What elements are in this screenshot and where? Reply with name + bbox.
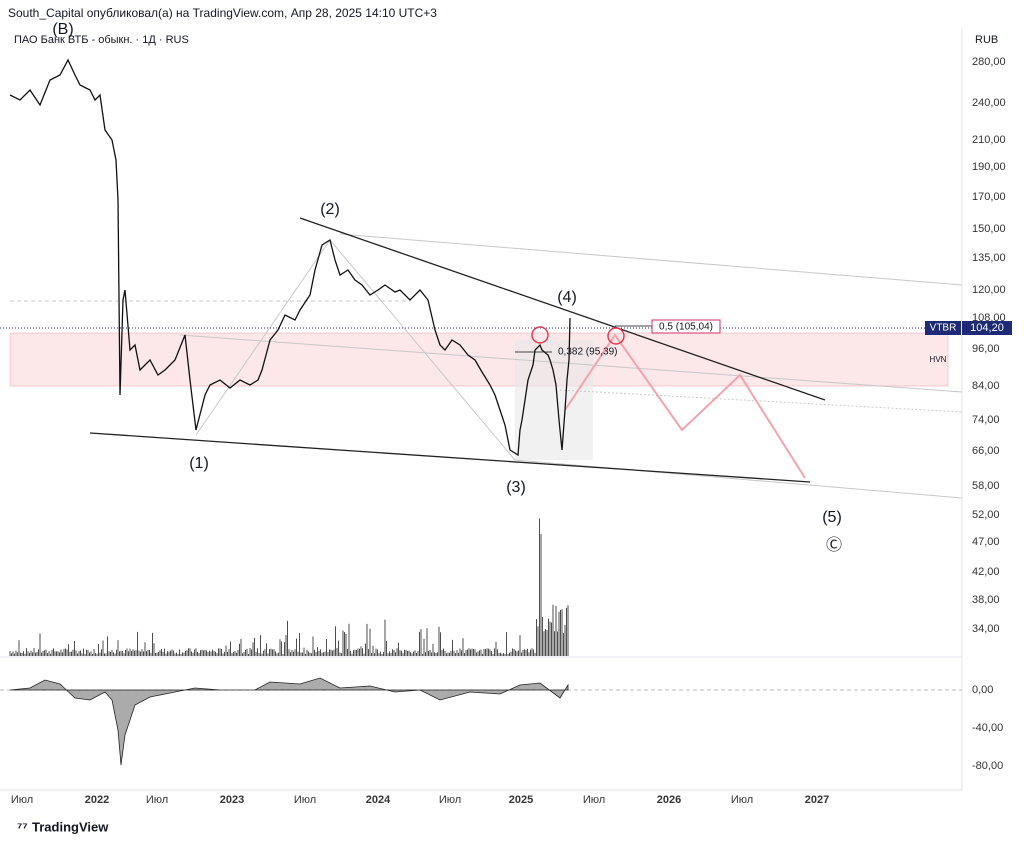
oscillator xyxy=(9,677,569,766)
price-axis-label: 34,00 xyxy=(972,623,1000,635)
price-axis-label: 190,00 xyxy=(972,161,1006,173)
channel-line xyxy=(329,239,516,461)
price-axis-label: 108,00 xyxy=(972,312,1006,324)
time-axis-label: 2022 xyxy=(85,794,109,806)
price-axis-label: 52,00 xyxy=(972,509,1000,521)
channel-line xyxy=(514,459,963,499)
time-axis-label: Июл xyxy=(146,794,168,806)
volume-bars xyxy=(9,518,569,656)
time-axis-label: 2026 xyxy=(657,794,681,806)
symbol-tag xyxy=(925,321,961,335)
price-tag-text: 104,20 xyxy=(970,322,1004,334)
price-line xyxy=(9,58,571,457)
oscillator-axis-label: -40,00 xyxy=(972,722,1003,734)
wave-label: (B) xyxy=(52,21,73,38)
time-axis-label: 2024 xyxy=(366,794,391,806)
trendline xyxy=(299,217,826,401)
oscillator-axis-label: 0,00 xyxy=(972,684,993,696)
price-axis-label: 58,00 xyxy=(972,480,1000,492)
header-title: South_Capital опубликовал(а) на TradingV… xyxy=(8,6,437,20)
time-axis-label: Июл xyxy=(294,794,316,806)
wave-label: (5) xyxy=(822,509,842,526)
price-axis-label: 280,00 xyxy=(972,56,1006,68)
time-axis-label: 2025 xyxy=(509,794,533,806)
wave-label: (1) xyxy=(189,455,209,472)
channel-line xyxy=(339,233,963,286)
price-axis-label: 150,00 xyxy=(972,223,1006,235)
time-axis-label: Июл xyxy=(439,794,461,806)
price-axis-label: 42,00 xyxy=(972,566,1000,578)
zone-label: HVN xyxy=(930,355,947,364)
time-axis-label: Июл xyxy=(731,794,753,806)
price-axis-label: 120,00 xyxy=(972,284,1006,296)
highlight-circle xyxy=(607,327,625,345)
fib-label: 0,5 (105,04) xyxy=(659,322,713,333)
time-axis-label: Июл xyxy=(583,794,605,806)
symbol-info: ПАО Банк ВТБ - обыкн. · 1Д · RUS xyxy=(14,34,189,46)
wave-label: (3) xyxy=(506,479,526,496)
price-axis-label: 210,00 xyxy=(972,134,1006,146)
projection-path xyxy=(564,333,806,479)
footer-logo: TradingView xyxy=(32,819,109,834)
price-axis-label: 96,00 xyxy=(972,343,1000,355)
channel-line xyxy=(179,334,963,393)
hvn-zone xyxy=(9,332,949,387)
time-axis-label: 2027 xyxy=(805,794,829,806)
time-axis-label: 2023 xyxy=(220,794,244,806)
price-axis-label: 170,00 xyxy=(972,191,1006,203)
wave-label: Ⓒ xyxy=(826,536,842,554)
price-axis-label: 38,00 xyxy=(972,594,1000,606)
time-axis-label: Июл xyxy=(11,794,33,806)
currency: RUB xyxy=(975,34,998,46)
fib-box xyxy=(651,319,721,334)
price-axis-label: 47,00 xyxy=(972,536,1000,548)
wave-label: (4) xyxy=(557,289,577,306)
highlight-circle xyxy=(531,326,549,344)
channel-line xyxy=(559,389,963,413)
logo-icon: ⁷⁷ xyxy=(17,819,28,834)
fib-label: 0,382 (95,39) xyxy=(558,347,618,358)
range-box xyxy=(515,340,593,460)
price-axis-label: 135,00 xyxy=(972,252,1006,264)
wave-label: (2) xyxy=(320,201,340,218)
price-axis-label: 84,00 xyxy=(972,380,1000,392)
price-axis-label: 240,00 xyxy=(972,97,1006,109)
trendline xyxy=(89,432,811,483)
oscillator-axis-label: -80,00 xyxy=(972,760,1003,772)
symbol-tag-text: VTBR xyxy=(930,323,957,334)
channel-line xyxy=(195,239,331,436)
price-tag xyxy=(962,321,1012,335)
price-axis-label: 74,00 xyxy=(972,414,1000,426)
price-axis-label: 66,00 xyxy=(972,445,1000,457)
